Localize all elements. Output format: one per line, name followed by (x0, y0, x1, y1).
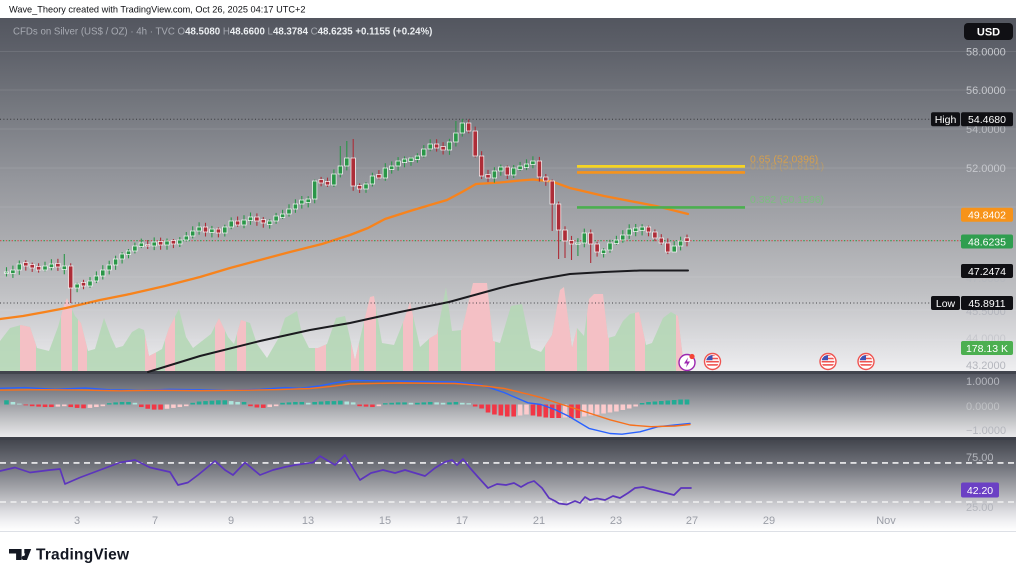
svg-text:9: 9 (228, 515, 234, 527)
svg-text:0.0000: 0.0000 (966, 401, 1000, 413)
svg-text:75.00: 75.00 (966, 452, 994, 464)
svg-text:USD: USD (977, 27, 1000, 39)
svg-text:52.0000: 52.0000 (966, 163, 1006, 175)
svg-text:49.8402: 49.8402 (968, 210, 1006, 222)
svg-text:17: 17 (456, 515, 468, 527)
svg-text:7: 7 (152, 515, 158, 527)
svg-text:3: 3 (74, 515, 80, 527)
svg-text:58.0000: 58.0000 (966, 47, 1006, 59)
svg-text:56.0000: 56.0000 (966, 85, 1006, 97)
svg-text:Low: Low (936, 298, 956, 310)
svg-text:25.00: 25.00 (966, 502, 994, 514)
svg-text:27: 27 (686, 515, 698, 527)
svg-text:54.0000: 54.0000 (966, 124, 1006, 136)
svg-text:48.6235: 48.6235 (968, 236, 1006, 248)
svg-text:21: 21 (533, 515, 545, 527)
svg-text:13: 13 (302, 515, 314, 527)
svg-text:CFDs on Silver (US$ / OZ) · 4h: CFDs on Silver (US$ / OZ) · 4h · TVC O48… (13, 27, 432, 38)
svg-text:TradingView: TradingView (36, 547, 130, 564)
svg-text:15: 15 (379, 515, 391, 527)
svg-text:178.13 K: 178.13 K (966, 343, 1008, 355)
svg-text:29: 29 (763, 515, 775, 527)
svg-text:47.2474: 47.2474 (968, 266, 1006, 278)
svg-text:54.4680: 54.4680 (968, 114, 1006, 126)
svg-text:42.20: 42.20 (967, 485, 993, 497)
svg-text:Wave_Theory created with Tradi: Wave_Theory created with TradingView.com… (9, 5, 305, 15)
svg-text:Nov: Nov (876, 515, 896, 527)
svg-text:0.618 (51.8151): 0.618 (51.8151) (750, 161, 824, 173)
svg-text:High: High (935, 114, 957, 126)
svg-text:0.65 (52.0396): 0.65 (52.0396) (750, 154, 818, 166)
svg-text:45.8911: 45.8911 (968, 298, 1005, 310)
svg-text:43.2000: 43.2000 (966, 360, 1006, 372)
svg-text:0.382 (50.1596): 0.382 (50.1596) (750, 194, 824, 206)
svg-text:1.0000: 1.0000 (966, 376, 1000, 388)
svg-text:23: 23 (610, 515, 622, 527)
svg-text:−1.0000: −1.0000 (966, 425, 1006, 437)
